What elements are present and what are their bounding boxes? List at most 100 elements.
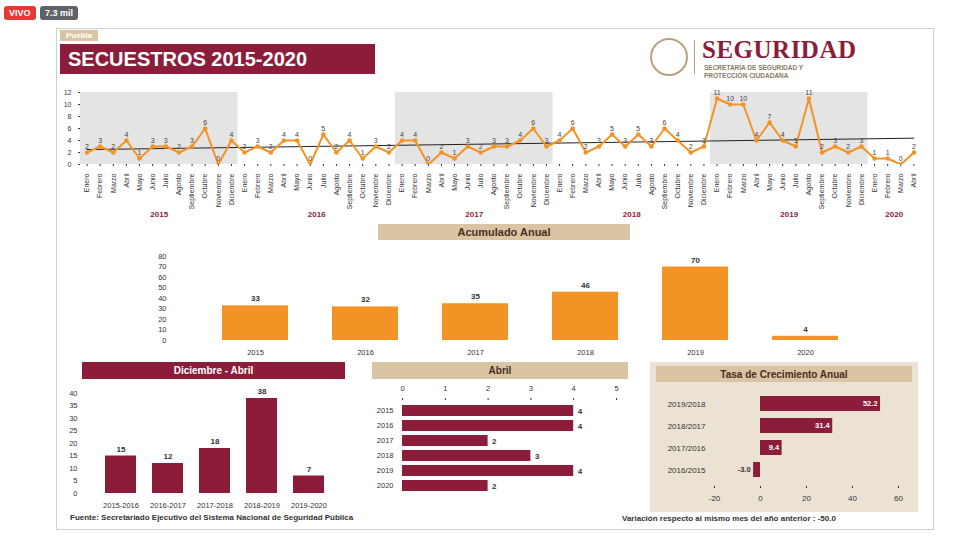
svg-text:3: 3: [466, 137, 470, 144]
svg-text:0: 0: [73, 489, 77, 498]
svg-text:3: 3: [702, 137, 706, 144]
svg-text:2017/2016: 2017/2016: [668, 444, 706, 453]
svg-text:Marzo: Marzo: [740, 173, 747, 193]
svg-text:3: 3: [535, 452, 540, 461]
svg-text:50: 50: [158, 283, 166, 292]
svg-text:4: 4: [282, 131, 286, 138]
svg-text:4: 4: [578, 422, 583, 431]
svg-text:2020: 2020: [885, 210, 903, 219]
svg-text:Junio: Junio: [464, 173, 471, 190]
svg-text:4: 4: [754, 131, 758, 138]
svg-text:2019/2018: 2019/2018: [668, 400, 706, 409]
svg-text:Marzo: Marzo: [267, 173, 274, 193]
svg-text:2: 2: [689, 143, 693, 150]
svg-text:Septiembre: Septiembre: [346, 173, 354, 209]
svg-text:Noviembre: Noviembre: [845, 173, 852, 207]
svg-text:Julio: Julio: [320, 173, 327, 188]
svg-text:6: 6: [531, 119, 535, 126]
svg-text:6: 6: [571, 119, 575, 126]
svg-text:Marzo: Marzo: [897, 173, 904, 193]
svg-text:Septiembre: Septiembre: [188, 173, 196, 209]
svg-text:4: 4: [68, 137, 72, 144]
svg-text:2016: 2016: [308, 210, 326, 219]
svg-text:6: 6: [663, 119, 667, 126]
svg-text:4: 4: [295, 131, 299, 138]
svg-text:Mayo: Mayo: [451, 173, 459, 190]
svg-text:Febrero: Febrero: [569, 173, 576, 198]
svg-text:20: 20: [158, 315, 166, 324]
svg-text:4: 4: [578, 407, 583, 416]
svg-text:Mayo: Mayo: [608, 173, 616, 190]
svg-text:4: 4: [229, 131, 233, 138]
svg-text:70: 70: [158, 262, 166, 271]
svg-text:Junio: Junio: [621, 173, 628, 190]
svg-text:Octubre: Octubre: [201, 173, 208, 198]
svg-text:2019-2020: 2019-2020: [291, 501, 327, 510]
svg-text:2015: 2015: [377, 406, 394, 415]
svg-text:Diciembre: Diciembre: [228, 173, 235, 205]
svg-text:2019: 2019: [780, 210, 798, 219]
svg-text:10: 10: [726, 95, 734, 102]
svg-text:10: 10: [158, 325, 166, 334]
svg-text:1: 1: [361, 149, 365, 156]
svg-text:7: 7: [307, 465, 312, 474]
svg-text:0: 0: [216, 155, 220, 162]
svg-text:70: 70: [691, 256, 700, 265]
svg-text:Agosto: Agosto: [175, 173, 183, 195]
svg-text:18: 18: [211, 437, 220, 446]
svg-text:Noviembre: Noviembre: [530, 173, 537, 207]
svg-text:2: 2: [387, 143, 391, 150]
svg-text:12: 12: [64, 89, 72, 96]
svg-text:2: 2: [111, 143, 115, 150]
svg-text:Septiembre: Septiembre: [818, 173, 826, 209]
svg-text:5: 5: [73, 476, 77, 485]
svg-text:2016-2017: 2016-2017: [150, 501, 186, 510]
svg-text:0: 0: [308, 155, 312, 162]
svg-text:4: 4: [781, 131, 785, 138]
svg-text:46: 46: [581, 281, 590, 290]
svg-text:4: 4: [413, 131, 417, 138]
svg-text:4: 4: [348, 131, 352, 138]
svg-text:2018: 2018: [623, 210, 641, 219]
svg-text:4: 4: [578, 467, 583, 476]
svg-text:0: 0: [400, 384, 404, 393]
svg-text:2: 2: [492, 482, 497, 491]
svg-text:3: 3: [544, 137, 548, 144]
svg-text:Septiembre: Septiembre: [503, 173, 511, 209]
svg-text:3: 3: [529, 384, 533, 393]
svg-text:3: 3: [859, 137, 863, 144]
svg-text:2: 2: [243, 143, 247, 150]
svg-text:Diciembre: Diciembre: [858, 173, 865, 205]
svg-text:Octubre: Octubre: [674, 173, 681, 198]
svg-text:31.4: 31.4: [815, 421, 830, 430]
svg-text:2018-2019: 2018-2019: [244, 501, 280, 510]
svg-text:25: 25: [69, 426, 77, 435]
svg-text:Marzo: Marzo: [582, 173, 589, 193]
svg-text:Febrero: Febrero: [96, 173, 103, 198]
svg-text:2020: 2020: [797, 348, 814, 357]
svg-text:Marzo: Marzo: [425, 173, 432, 193]
svg-text:40: 40: [158, 294, 166, 303]
svg-text:20: 20: [69, 439, 77, 448]
svg-text:4: 4: [803, 325, 808, 334]
svg-text:2018: 2018: [577, 348, 594, 357]
svg-text:0: 0: [426, 155, 430, 162]
svg-text:Diciembre: Diciembre: [543, 173, 550, 205]
svg-text:30: 30: [158, 304, 166, 313]
svg-text:35: 35: [471, 292, 480, 301]
svg-text:1: 1: [873, 149, 877, 156]
svg-text:Abril: Abril: [438, 173, 445, 187]
svg-text:0: 0: [899, 155, 903, 162]
svg-text:Noviembre: Noviembre: [687, 173, 694, 207]
svg-text:Junio: Junio: [306, 173, 313, 190]
svg-text:2: 2: [492, 437, 497, 446]
svg-text:4: 4: [676, 131, 680, 138]
svg-text:Enero: Enero: [83, 173, 90, 192]
svg-text:3: 3: [833, 137, 837, 144]
svg-text:Mayo: Mayo: [136, 173, 144, 190]
svg-text:Enero: Enero: [871, 173, 878, 192]
svg-text:15: 15: [117, 445, 126, 454]
svg-text:5: 5: [610, 125, 614, 132]
svg-text:2015-2016: 2015-2016: [103, 501, 139, 510]
svg-text:40: 40: [69, 389, 77, 398]
